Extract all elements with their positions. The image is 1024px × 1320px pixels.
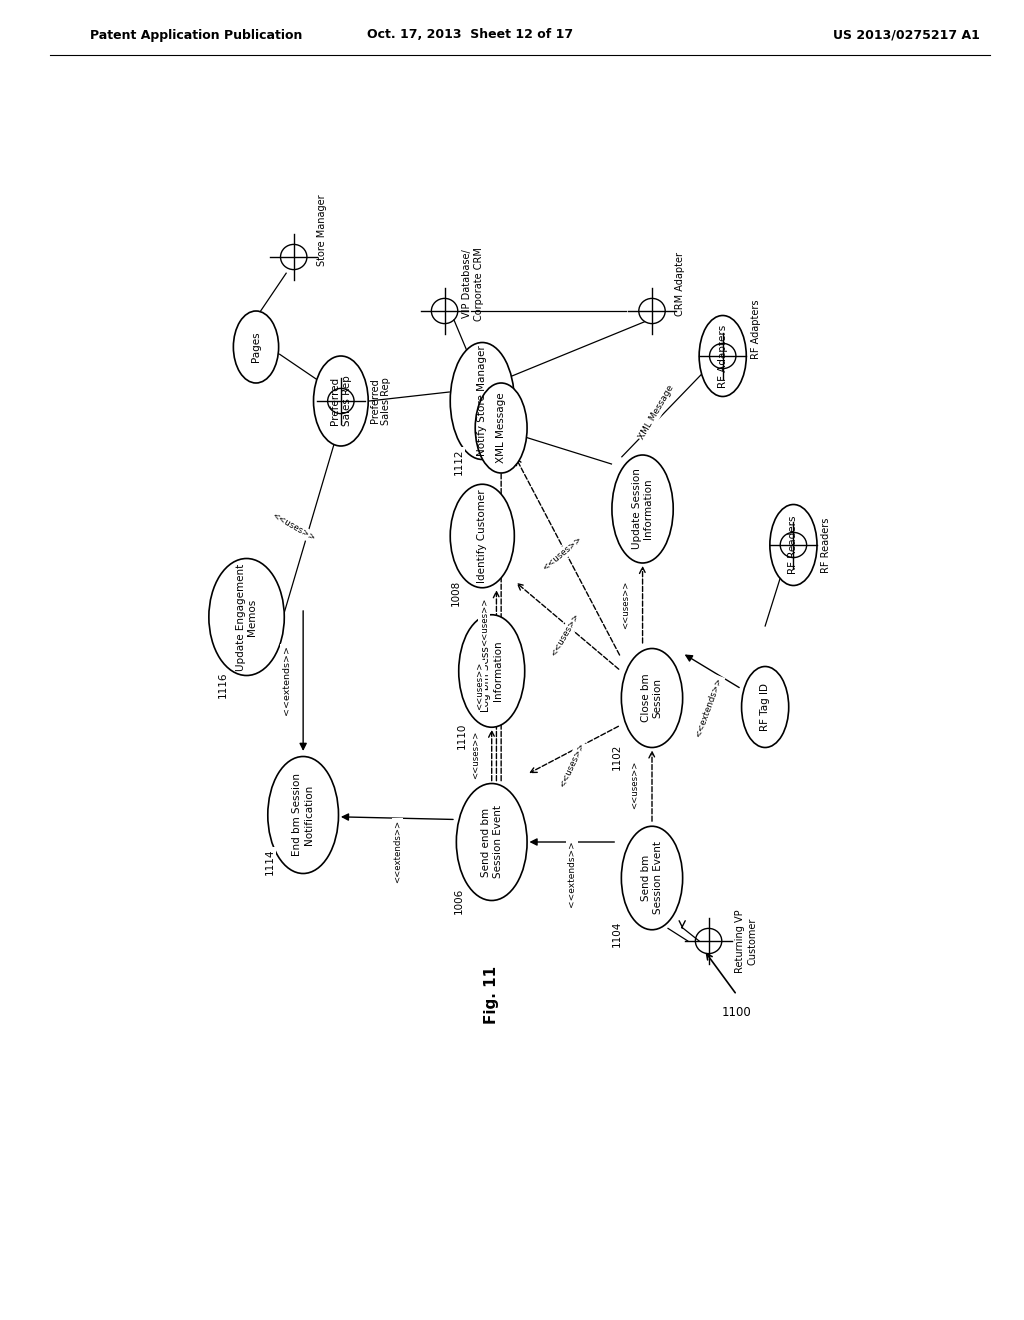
Text: <<uses>>: <<uses>> <box>270 511 316 543</box>
Ellipse shape <box>209 558 285 676</box>
Text: <<uses>>: <<uses>> <box>622 581 630 628</box>
Text: 1006: 1006 <box>454 887 464 913</box>
Text: <<uses>>: <<uses>> <box>631 762 640 809</box>
Text: Fig. 11: Fig. 11 <box>484 966 500 1024</box>
Ellipse shape <box>233 312 279 383</box>
Text: <<extends>>: <<extends>> <box>393 820 402 883</box>
Ellipse shape <box>451 342 514 459</box>
Text: 1114: 1114 <box>265 849 275 875</box>
Text: 1104: 1104 <box>612 920 623 946</box>
Text: Preferred
Sales Rep: Preferred Sales Rep <box>370 378 391 425</box>
Text: <<uses>>: <<uses>> <box>475 661 484 710</box>
Text: Pages: Pages <box>251 331 261 362</box>
Text: Patent Application Publication: Patent Application Publication <box>90 29 302 41</box>
Ellipse shape <box>699 315 746 396</box>
Ellipse shape <box>622 826 683 929</box>
Text: RF Readers: RF Readers <box>788 516 799 574</box>
Ellipse shape <box>770 504 817 586</box>
Text: 1100: 1100 <box>722 1006 752 1019</box>
Text: Send end bm
Session Event: Send end bm Session Event <box>481 805 503 879</box>
Text: 1008: 1008 <box>451 579 461 606</box>
Text: Identify Customer: Identify Customer <box>477 490 487 583</box>
Text: End bm Session
Notification: End bm Session Notification <box>292 774 314 857</box>
Text: <<extends>>: <<extends>> <box>693 676 724 738</box>
Text: XML Message: XML Message <box>497 392 506 463</box>
Text: VIP Database/
Corporate CRM: VIP Database/ Corporate CRM <box>462 247 483 321</box>
Text: RF Readers: RF Readers <box>821 517 831 573</box>
Text: Oct. 17, 2013  Sheet 12 of 17: Oct. 17, 2013 Sheet 12 of 17 <box>367 29 573 41</box>
Text: Notify Store Manager: Notify Store Manager <box>477 346 487 457</box>
Text: Store Manager: Store Manager <box>317 194 327 265</box>
Text: 1116: 1116 <box>218 672 228 698</box>
Text: 1102: 1102 <box>612 743 623 770</box>
Text: CRM Adapter: CRM Adapter <box>675 252 685 315</box>
Text: <<uses>>: <<uses>> <box>557 742 586 789</box>
Text: <<extends>>: <<extends>> <box>282 645 291 715</box>
Text: <<extends>>: <<extends>> <box>567 840 577 907</box>
Ellipse shape <box>612 455 673 564</box>
Text: Preferred
Sales Rep: Preferred Sales Rep <box>330 376 351 426</box>
Ellipse shape <box>459 615 524 727</box>
Text: RF Adapters: RF Adapters <box>751 300 761 359</box>
Text: US 2013/0275217 A1: US 2013/0275217 A1 <box>834 29 980 41</box>
Text: RF Tag ID: RF Tag ID <box>760 682 770 731</box>
Text: <<uses>>: <<uses>> <box>549 611 582 659</box>
Text: <<uses>>: <<uses>> <box>479 598 488 645</box>
Text: 1110: 1110 <box>457 722 467 748</box>
Text: Send bm
Session Event: Send bm Session Event <box>641 842 663 915</box>
Ellipse shape <box>475 383 527 473</box>
Text: Update Engagement
Memos: Update Engagement Memos <box>236 564 257 671</box>
Ellipse shape <box>741 667 788 747</box>
Text: XML Message: XML Message <box>638 383 676 441</box>
Text: Log bm Session
Information: Log bm Session Information <box>481 630 503 711</box>
Text: Returning VP
Customer: Returning VP Customer <box>735 909 757 973</box>
Text: <<uses>>: <<uses>> <box>471 730 480 779</box>
Text: Close bm
Session: Close bm Session <box>641 673 663 722</box>
Ellipse shape <box>451 484 514 587</box>
Text: Update Session
Information: Update Session Information <box>632 469 653 549</box>
Text: 1112: 1112 <box>454 447 464 475</box>
Ellipse shape <box>268 756 339 874</box>
Ellipse shape <box>622 648 683 747</box>
Text: <<uses>>: <<uses>> <box>541 535 584 573</box>
Ellipse shape <box>313 356 369 446</box>
Text: RF Adapters: RF Adapters <box>718 325 728 388</box>
Ellipse shape <box>457 784 527 900</box>
